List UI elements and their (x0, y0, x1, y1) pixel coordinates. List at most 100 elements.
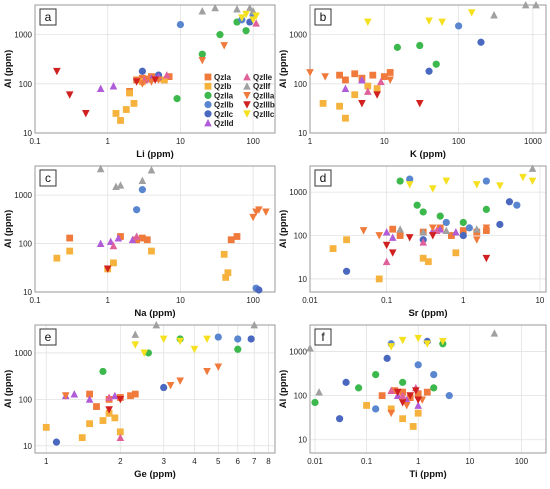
x-tick-label: 100 (246, 137, 260, 146)
data-point-QzIIc (477, 38, 485, 46)
data-point-QzIb (387, 405, 395, 413)
legend-label: QzIIe (253, 73, 273, 82)
x-tick-label: 10 (535, 296, 544, 305)
data-point-QzIIIb (405, 234, 414, 242)
x-tick-label: 10 (380, 137, 389, 146)
data-point-QzIIIb (82, 110, 90, 118)
data-point-QzIIa (216, 31, 224, 39)
data-point-QzIIIa (375, 232, 384, 240)
panel-label: a (45, 10, 52, 24)
plot-frame (34, 324, 276, 454)
data-point-QzIIa (198, 50, 206, 58)
y-tick-label: 10 (23, 129, 32, 138)
data-point-QzIIa (432, 60, 440, 68)
x-tick-label: 0.1 (29, 137, 41, 146)
y-tick-label: 10 (298, 275, 307, 284)
data-point-QzIIIb (105, 406, 113, 414)
legend-label: QzIa (214, 73, 231, 82)
x-tick-label: 2 (118, 457, 123, 466)
data-point-QzIIIa (262, 208, 270, 216)
data-point-QzIb (86, 420, 93, 428)
panel-label: f (321, 330, 325, 344)
data-point-QzIIIc (442, 177, 451, 186)
data-point-QzIIf (528, 164, 537, 172)
data-point-QzIIIc (472, 181, 481, 189)
data-point-QzIa (396, 232, 404, 239)
y-tick-label: 1000 (289, 348, 307, 357)
data-point-QzIIf (490, 11, 498, 19)
panel-label: c (45, 171, 51, 185)
chart-panel-c: 0.1 1 10 100 10 100 1000 Na (ppm) Al (ppm) c (3, 164, 276, 319)
plot-frame (309, 324, 547, 454)
y-tick-label: 100 (19, 80, 33, 89)
y-tick-label: 1000 (14, 191, 32, 200)
data-point-QzIIIc (467, 9, 476, 17)
x-tick-label: 10 (465, 457, 474, 466)
y-axis-label: Al (ppm) (278, 370, 289, 409)
data-point-QzIIIa (306, 69, 314, 77)
data-point-QzIIIc (159, 335, 168, 343)
data-point-QzIIf (442, 226, 451, 234)
legend-marker-QzIId (204, 119, 212, 127)
legend: QzIaQzIbQzIIaQzIIbQzIIcQzIIdQzIIeQzIIfQz… (204, 73, 275, 128)
legend-label: QzIIb (214, 101, 234, 110)
data-point-QzIId (358, 75, 366, 84)
data-point-QzIId (452, 228, 460, 236)
x-tick-label: 10 (176, 137, 185, 146)
data-point-QzIIIc (252, 12, 260, 20)
legend-label: QzIIIa (253, 91, 275, 100)
data-point-QzIa (459, 227, 467, 234)
plot-frame (34, 4, 276, 134)
x-axis-label: Ge (ppm) (134, 469, 176, 480)
data-point-QzIa (391, 387, 399, 395)
data-point-QzIIc (496, 220, 504, 229)
data-point-QzIIIa (359, 227, 368, 235)
x-axis-label: K (ppm) (410, 149, 446, 160)
data-point-QzIa (143, 75, 151, 83)
data-point-QzIIIb (382, 241, 391, 250)
data-point-QzIIIc (203, 335, 211, 343)
data-point-QzIIc (336, 415, 344, 423)
data-point-QzIb (78, 434, 86, 442)
data-point-QzIIIa (402, 402, 411, 410)
data-point-QzIIIa (176, 377, 184, 385)
data-point-QzIIb (406, 175, 414, 183)
y-tick-label: 1000 (14, 349, 32, 358)
data-point-QzIIb (234, 335, 242, 343)
data-point-QzIIf (211, 3, 219, 12)
data-point-QzIIf (147, 166, 156, 174)
data-point-QzIIIc (528, 177, 537, 186)
y-tick-label: 10 (23, 288, 32, 297)
data-point-QzIa (131, 390, 139, 398)
data-point-QzIb (160, 76, 168, 84)
data-point-QzIIIc (496, 182, 504, 190)
data-point-QzIb (375, 275, 383, 283)
data-point-QzIIb (482, 177, 490, 185)
data-point-QzIIe (109, 241, 118, 250)
data-point-QzIIIa (138, 80, 147, 88)
x-tick-label: 7 (252, 457, 257, 466)
data-point-QzIIe (364, 87, 372, 95)
y-tick-label: 100 (19, 395, 33, 404)
data-point-QzIIf (490, 329, 499, 337)
data-point-QzIb (116, 428, 124, 436)
data-point-QzIb (126, 89, 133, 97)
data-point-QzIId (70, 390, 79, 398)
data-point-QzIb (364, 82, 372, 90)
x-tick-label: 0.1 (381, 296, 393, 305)
data-point-QzIIIc (423, 340, 432, 348)
panel-label: d (320, 171, 327, 185)
data-point-QzIa (423, 388, 431, 396)
legend-marker-QzIIa (204, 91, 212, 99)
x-tick-label: 1 (105, 137, 110, 146)
data-point-QzIa (66, 234, 74, 242)
data-point-QzIa (127, 392, 134, 400)
legend-marker-QzIa (204, 73, 212, 81)
data-point-QzIIb (465, 224, 473, 232)
data-point-QzIId (128, 235, 137, 244)
legend-label: QzIb (214, 82, 231, 91)
data-point-QzIIb (442, 218, 450, 227)
plot-frame (34, 165, 276, 293)
data-point-QzIIe (105, 393, 113, 401)
